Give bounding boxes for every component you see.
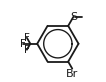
Text: F: F — [24, 33, 30, 43]
Text: S: S — [70, 12, 77, 22]
Text: F: F — [24, 45, 30, 55]
Text: Br: Br — [66, 69, 78, 79]
Text: F: F — [20, 39, 26, 49]
